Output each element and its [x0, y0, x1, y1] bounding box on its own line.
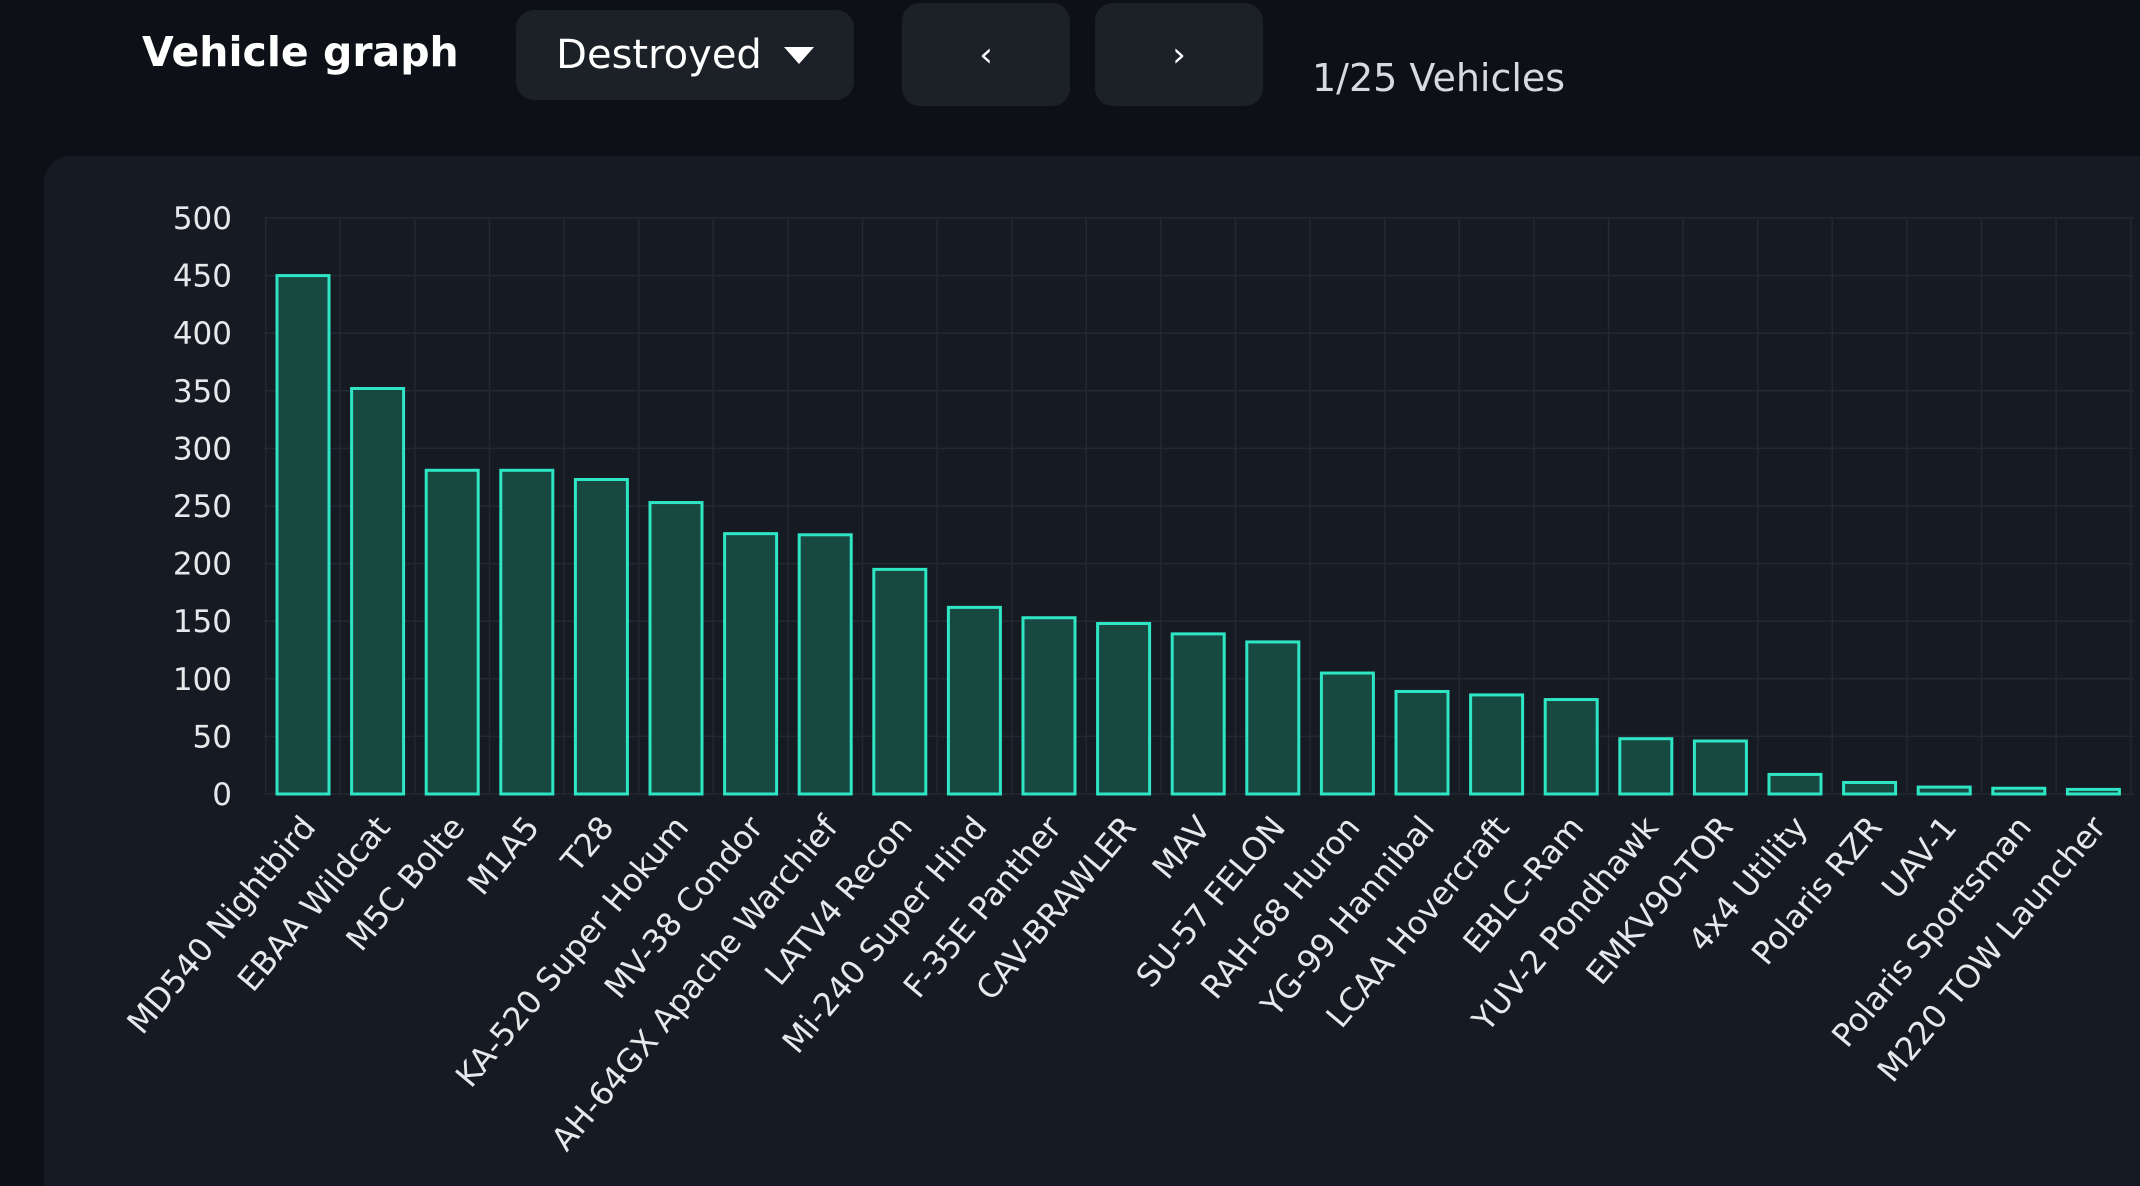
y-tick-label: 0	[212, 777, 232, 813]
bar[interactable]	[275, 274, 331, 796]
y-tick-label: 100	[173, 662, 232, 698]
header: Vehicle graph Destroyed ‹ › 1/25 Vehicle…	[0, 0, 2140, 140]
bar[interactable]	[1394, 689, 1450, 796]
bar[interactable]	[1245, 640, 1301, 796]
page-count: 1/25 Vehicles	[1312, 56, 1566, 100]
y-tick-label: 250	[173, 489, 232, 525]
y-tick-label: 300	[173, 431, 232, 467]
page-title: Vehicle graph	[142, 28, 459, 76]
bar[interactable]	[1767, 772, 1823, 796]
bar[interactable]	[1842, 780, 1898, 796]
chevron-left-icon: ‹	[979, 34, 993, 75]
bar[interactable]	[723, 532, 779, 796]
bar[interactable]	[1319, 671, 1375, 796]
metric-dropdown[interactable]: Destroyed	[516, 10, 854, 100]
bar[interactable]	[1543, 698, 1599, 796]
bar[interactable]	[946, 605, 1002, 796]
bar[interactable]	[1916, 785, 1972, 796]
metric-dropdown-value: Destroyed	[556, 32, 762, 78]
y-tick-label: 50	[193, 719, 232, 755]
previous-page-button[interactable]: ‹	[902, 3, 1070, 106]
chevron-right-icon: ›	[1172, 34, 1186, 75]
bar[interactable]	[2065, 787, 2121, 796]
bar[interactable]	[1096, 622, 1152, 796]
bar[interactable]	[1991, 786, 2047, 796]
bar[interactable]	[648, 501, 704, 796]
bar[interactable]	[1021, 616, 1077, 796]
next-page-button[interactable]: ›	[1095, 3, 1263, 106]
bar[interactable]	[1469, 693, 1525, 796]
y-tick-label: 150	[173, 604, 232, 640]
bar[interactable]	[872, 567, 928, 796]
bar[interactable]	[1170, 632, 1226, 796]
x-category-label: M1A5	[460, 809, 547, 903]
caret-down-icon	[783, 46, 814, 64]
bar[interactable]	[499, 468, 555, 796]
bar[interactable]	[797, 533, 853, 796]
y-tick-label: 200	[173, 547, 232, 583]
bar[interactable]	[350, 386, 406, 796]
bar[interactable]	[1692, 739, 1748, 796]
y-tick-label: 500	[173, 201, 232, 237]
bar[interactable]	[573, 478, 629, 796]
bar[interactable]	[1618, 737, 1674, 796]
x-category-label: T28	[553, 809, 621, 880]
bar[interactable]	[424, 468, 480, 796]
y-tick-label: 350	[173, 374, 232, 410]
y-tick-label: 400	[173, 316, 232, 352]
y-tick-label: 450	[173, 259, 232, 295]
